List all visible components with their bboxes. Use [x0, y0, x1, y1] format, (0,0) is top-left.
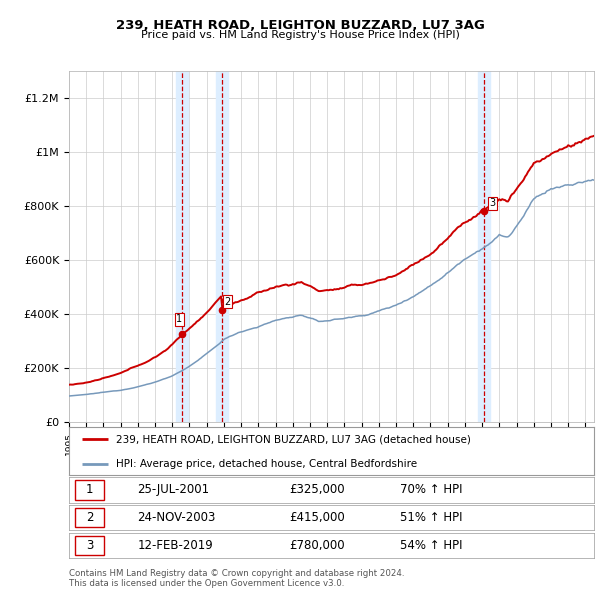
Text: HPI: Average price, detached house, Central Bedfordshire: HPI: Average price, detached house, Cent…	[116, 459, 418, 469]
Text: 12-FEB-2019: 12-FEB-2019	[137, 539, 213, 552]
Bar	[216, 71, 228, 422]
Text: 3: 3	[490, 198, 496, 208]
Text: £325,000: £325,000	[290, 483, 345, 497]
Text: 54% ↑ HPI: 54% ↑ HPI	[400, 539, 462, 552]
Text: 2: 2	[224, 297, 230, 307]
Text: Price paid vs. HM Land Registry's House Price Index (HPI): Price paid vs. HM Land Registry's House …	[140, 30, 460, 40]
Text: 24-NOV-2003: 24-NOV-2003	[137, 511, 215, 525]
Text: 70% ↑ HPI: 70% ↑ HPI	[400, 483, 462, 497]
Text: 1: 1	[176, 314, 182, 325]
Text: 239, HEATH ROAD, LEIGHTON BUZZARD, LU7 3AG: 239, HEATH ROAD, LEIGHTON BUZZARD, LU7 3…	[116, 19, 484, 32]
Text: £415,000: £415,000	[290, 511, 345, 525]
Text: 3: 3	[86, 539, 93, 552]
Text: 25-JUL-2001: 25-JUL-2001	[137, 483, 209, 497]
FancyBboxPatch shape	[76, 480, 104, 500]
Text: 1: 1	[86, 483, 93, 497]
Text: 2: 2	[86, 511, 93, 525]
Text: Contains HM Land Registry data © Crown copyright and database right 2024.
This d: Contains HM Land Registry data © Crown c…	[69, 569, 404, 588]
Text: 51% ↑ HPI: 51% ↑ HPI	[400, 511, 462, 525]
Text: £780,000: £780,000	[290, 539, 345, 552]
FancyBboxPatch shape	[76, 536, 104, 555]
FancyBboxPatch shape	[76, 508, 104, 527]
Bar	[478, 71, 490, 422]
Bar	[176, 71, 188, 422]
Text: 239, HEATH ROAD, LEIGHTON BUZZARD, LU7 3AG (detached house): 239, HEATH ROAD, LEIGHTON BUZZARD, LU7 3…	[116, 434, 471, 444]
